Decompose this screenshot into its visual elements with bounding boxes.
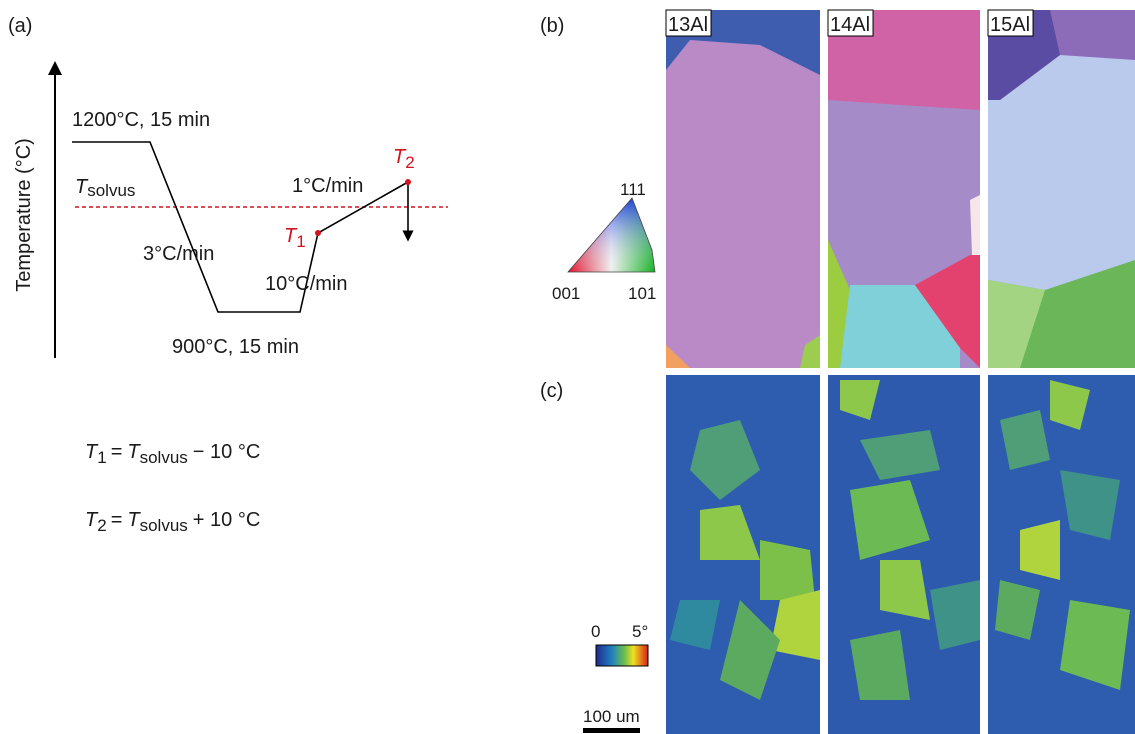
colorbar: [596, 645, 648, 666]
ipf-label: 001: [552, 284, 580, 303]
t2-point: [405, 179, 411, 185]
ebsd-map: [828, 10, 980, 368]
panel-label: (a): [8, 15, 32, 37]
shape: [666, 10, 820, 368]
t1-point: [315, 230, 321, 236]
annotation: T2: [393, 146, 415, 172]
annotation: 1°C/min: [292, 175, 363, 197]
kam-map: [666, 375, 820, 734]
heat-profile: [72, 142, 408, 312]
subscript: 2: [97, 516, 106, 535]
subscript: 1: [97, 448, 106, 467]
equation: T1=Tsolvus− 10 °C: [85, 441, 260, 467]
annotation: 3°C/min: [143, 243, 214, 265]
scale-bar-label: 100 um: [583, 707, 640, 726]
annotation: Tsolvus: [75, 176, 135, 200]
shape: [850, 630, 910, 700]
annotation: 10°C/min: [265, 273, 347, 295]
kam-map: [828, 375, 980, 734]
sample-label: 13Al: [668, 14, 708, 36]
ebsd-map: [988, 10, 1135, 368]
operator: =: [111, 509, 123, 531]
kam-map: [988, 375, 1135, 734]
subscript: 2: [405, 153, 414, 172]
shape: [1020, 520, 1060, 580]
value: + 10 °C: [193, 509, 260, 531]
subscript: solvus: [140, 448, 188, 467]
subscript: solvus: [87, 181, 135, 200]
y-axis-label: Temperature (°C): [13, 138, 35, 292]
scale-bar: [583, 728, 640, 733]
operator: =: [111, 441, 123, 463]
annotation: T1: [284, 225, 306, 251]
colorbar-label: 0: [591, 622, 600, 641]
sample-label: 14Al: [830, 14, 870, 36]
ipf-label: 111: [620, 180, 646, 199]
panel-label: (b): [540, 15, 564, 37]
subscript: solvus: [140, 516, 188, 535]
value: − 10 °C: [193, 441, 260, 463]
colorbar-label: 5°: [632, 622, 648, 641]
ipf-key: [568, 198, 655, 272]
subscript: 1: [296, 232, 305, 251]
annotation: 1200°C, 15 min: [72, 109, 210, 131]
ipf-label: 101: [628, 284, 656, 303]
figure: (a) Temperature (°C) 1200°C, 15 min Tsol…: [0, 0, 1135, 734]
annotation: 900°C, 15 min: [172, 336, 299, 358]
ebsd-map: [666, 10, 820, 368]
sample-label: 15Al: [990, 14, 1030, 36]
equation: T2=Tsolvus+ 10 °C: [85, 509, 260, 535]
panel-label: (c): [540, 380, 563, 402]
